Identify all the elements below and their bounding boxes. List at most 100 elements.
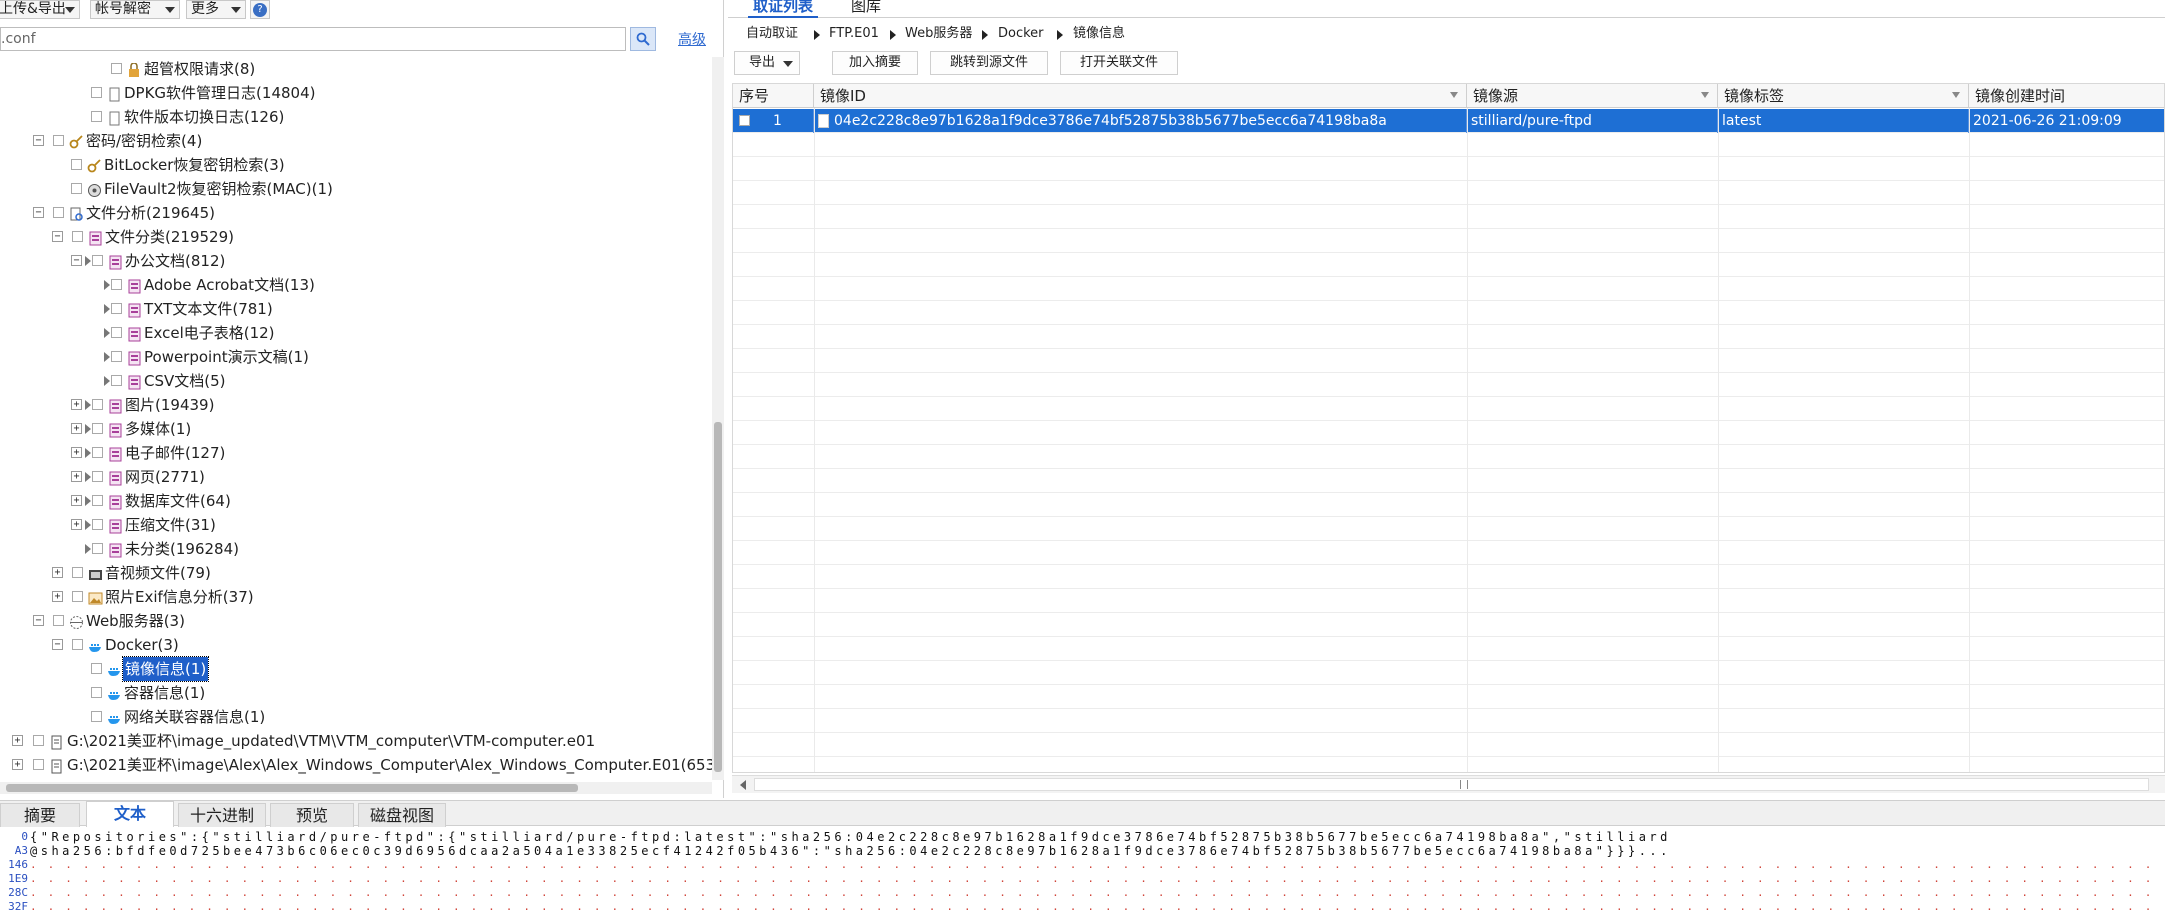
tree-checkbox[interactable] <box>92 519 103 530</box>
tree-checkbox[interactable] <box>111 279 122 290</box>
column-header-image-tag[interactable]: 镜像标签 <box>1718 84 1969 108</box>
tree-checkbox[interactable] <box>72 639 83 650</box>
tree-checkbox[interactable] <box>72 567 83 578</box>
tree-checkbox[interactable] <box>92 543 103 554</box>
tree-node-ppt[interactable]: Powerpoint演示文稿(1) <box>0 345 712 369</box>
tree-node-office[interactable]: − 办公文档(812) <box>0 249 712 273</box>
tab-evidence-list[interactable]: 取证列表 <box>748 0 818 18</box>
tab-summary[interactable]: 摘要 <box>0 803 80 827</box>
breadcrumb-item[interactable]: FTP.E01 <box>829 26 879 41</box>
tree-checkbox[interactable] <box>53 207 64 218</box>
filter-icon[interactable] <box>1952 92 1960 98</box>
expand-toggle-icon[interactable]: + <box>52 591 63 602</box>
tree-node-uncat[interactable]: 未分类(196284) <box>0 537 712 561</box>
tree-checkbox[interactable] <box>71 159 82 170</box>
tree-node-container[interactable]: 容器信息(1) <box>0 681 712 705</box>
tree-node-network[interactable]: 网络关联容器信息(1) <box>0 705 712 729</box>
tree-node-evidence-vtm[interactable]: + G:\2021美亚杯\image_updated\VTM\VTM_compu… <box>0 729 712 753</box>
tree-checkbox[interactable] <box>111 303 122 314</box>
upload-export-menu[interactable]: 上传&导出 <box>0 0 80 19</box>
tree-checkbox[interactable] <box>92 399 103 410</box>
expand-toggle-icon[interactable]: + <box>71 495 82 506</box>
tree-checkbox[interactable] <box>91 111 102 122</box>
table-horizontal-scrollbar[interactable] <box>732 775 2165 793</box>
tree-checkbox[interactable] <box>33 735 44 746</box>
tree-checkbox[interactable] <box>91 663 102 674</box>
collapse-toggle-icon[interactable]: − <box>71 255 82 266</box>
tree-node-webserver[interactable]: − Web服务器(3) <box>0 609 712 633</box>
column-header-image-id[interactable]: 镜像ID <box>814 84 1467 108</box>
filter-icon[interactable] <box>1450 92 1458 98</box>
tree-node-filecat[interactable]: − 文件分类(219529) <box>0 225 712 249</box>
tree-checkbox[interactable] <box>92 495 103 506</box>
tab-disk-view[interactable]: 磁盘视图 <box>358 803 446 827</box>
collapse-toggle-icon[interactable]: − <box>52 639 63 650</box>
tree-node-bitlocker[interactable]: BitLocker恢复密钥检索(3) <box>0 153 712 177</box>
expand-toggle-icon[interactable]: + <box>71 519 82 530</box>
tab-text[interactable]: 文本 <box>86 801 174 827</box>
tree-checkbox[interactable] <box>91 687 102 698</box>
search-input[interactable] <box>0 27 626 51</box>
advanced-search-link[interactable]: 高级 <box>678 32 706 48</box>
tree-node-adobe[interactable]: Adobe Acrobat文档(13) <box>0 273 712 297</box>
tree-checkbox[interactable] <box>72 591 83 602</box>
tree-node-zip[interactable]: + 压缩文件(31) <box>0 513 712 537</box>
tree-node-excel[interactable]: Excel电子表格(12) <box>0 321 712 345</box>
tree-node-exif[interactable]: + 照片Exif信息分析(37) <box>0 585 712 609</box>
expand-toggle-icon[interactable]: + <box>71 471 82 482</box>
tree-checkbox[interactable] <box>91 87 102 98</box>
tree-node-db[interactable]: + 数据库文件(64) <box>0 489 712 513</box>
tree-node-txt[interactable]: TXT文本文件(781) <box>0 297 712 321</box>
add-summary-button[interactable]: 加入摘要 <box>832 51 918 75</box>
tree-node-av[interactable]: + 音视频文件(79) <box>0 561 712 585</box>
expand-toggle-icon[interactable]: + <box>71 447 82 458</box>
tree-checkbox[interactable] <box>92 423 103 434</box>
breadcrumb-item[interactable]: 镜像信息 <box>1073 26 1126 41</box>
collapse-toggle-icon[interactable]: − <box>52 231 63 242</box>
tree-node-filevault[interactable]: FileVault2恢复密钥检索(MAC)(1) <box>0 177 712 201</box>
tree-checkbox[interactable] <box>111 351 122 362</box>
collapse-toggle-icon[interactable]: − <box>33 207 44 218</box>
jump-to-source-button[interactable]: 跳转到源文件 <box>930 51 1048 75</box>
tree-checkbox[interactable] <box>72 231 83 242</box>
tree-vertical-scrollbar[interactable] <box>712 57 724 780</box>
tree-checkbox[interactable] <box>53 615 64 626</box>
column-header-created-time[interactable]: 镜像创建时间 <box>1969 84 2164 108</box>
row-checkbox[interactable] <box>739 115 750 126</box>
column-header-index[interactable]: 序号 <box>733 84 814 108</box>
breadcrumb-item[interactable]: Web服务器 <box>905 26 973 41</box>
export-button[interactable]: 导出 <box>734 51 800 75</box>
more-menu[interactable]: 更多 <box>186 0 246 19</box>
tree-checkbox[interactable] <box>92 471 103 482</box>
tree-node-web[interactable]: + 网页(2771) <box>0 465 712 489</box>
scrollbar-thumb[interactable] <box>714 422 722 772</box>
tree-checkbox[interactable] <box>92 255 103 266</box>
expand-toggle-icon[interactable]: + <box>12 735 23 746</box>
tree-checkbox[interactable] <box>33 759 44 770</box>
tree-node-mirror[interactable]: 镜像信息(1) <box>0 656 712 682</box>
tree-node-superuser[interactable]: 超管权限请求(8) <box>0 57 712 81</box>
tree-checkbox[interactable] <box>111 63 122 74</box>
expand-toggle-icon[interactable]: + <box>71 399 82 410</box>
expand-toggle-icon[interactable]: + <box>12 759 23 770</box>
tree-node-fileanalysis[interactable]: − 文件分析(219645) <box>0 201 712 225</box>
tree-node-csv[interactable]: CSV文档(5) <box>0 369 712 393</box>
search-button[interactable] <box>630 27 656 51</box>
open-linked-file-button[interactable]: 打开关联文件 <box>1060 51 1178 75</box>
tab-preview[interactable]: 预览 <box>270 803 354 827</box>
tree-checkbox[interactable] <box>53 135 64 146</box>
breadcrumb-item[interactable]: 自动取证 <box>746 26 799 41</box>
filter-icon[interactable] <box>1701 92 1709 98</box>
scroll-left-icon[interactable] <box>740 780 746 790</box>
tree-node-image[interactable]: + 图片(19439) <box>0 393 712 417</box>
tree-node-media[interactable]: + 多媒体(1) <box>0 417 712 441</box>
tree-checkbox[interactable] <box>91 711 102 722</box>
column-header-image-source[interactable]: 镜像源 <box>1467 84 1718 108</box>
collapse-toggle-icon[interactable]: − <box>33 135 44 146</box>
account-decrypt-menu[interactable]: 帐号解密 <box>90 0 180 19</box>
tab-hex[interactable]: 十六进制 <box>178 803 266 827</box>
tree-checkbox[interactable] <box>111 375 122 386</box>
tree-node-swver[interactable]: 软件版本切换日志(126) <box>0 105 712 129</box>
tree-checkbox[interactable] <box>111 327 122 338</box>
expand-toggle-icon[interactable]: + <box>52 567 63 578</box>
